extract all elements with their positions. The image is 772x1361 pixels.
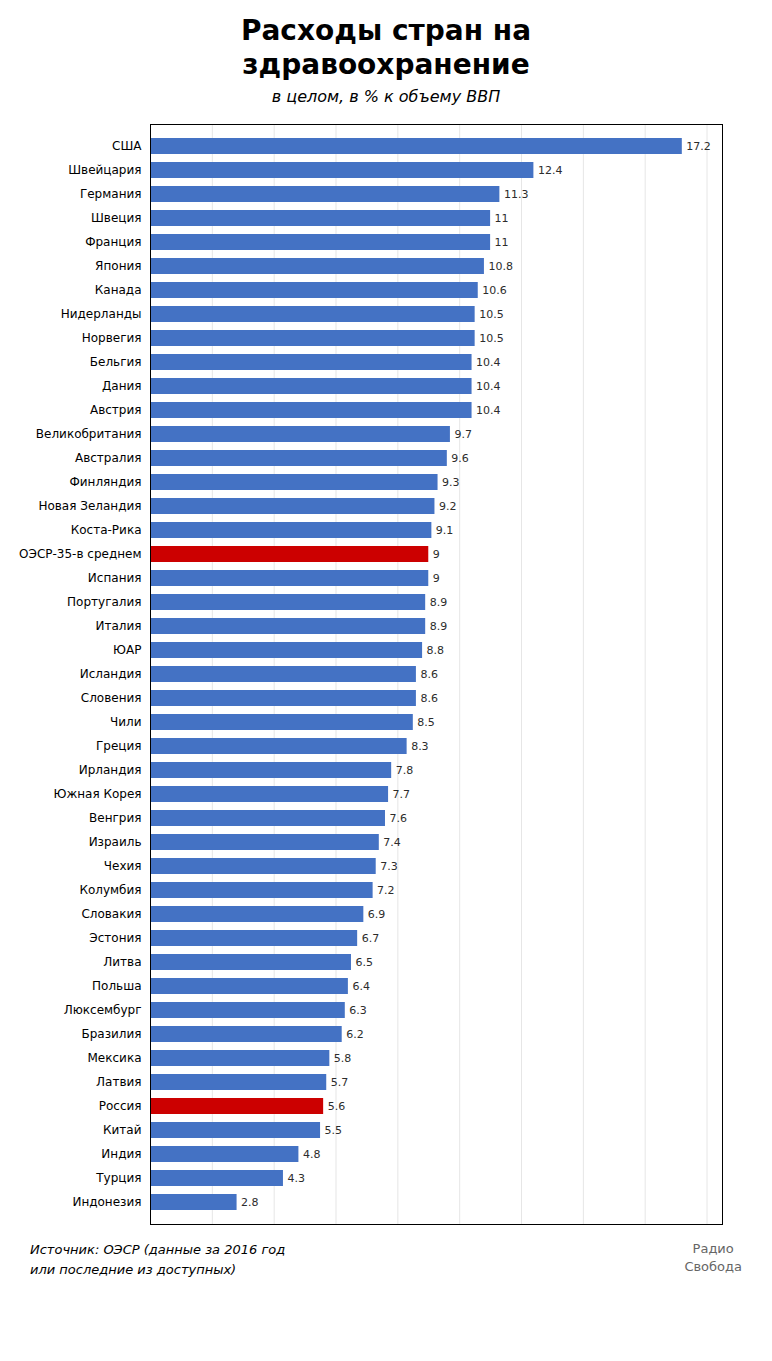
svg-text:4.3: 4.3 [287,1172,305,1185]
html-text:здравоохранение: здравоохранение [242,47,530,81]
svg-text:Польша: Польша [92,980,141,994]
svg-text:Нидерланды: Нидерланды [61,308,142,322]
svg-text:Германия: Германия [80,188,142,202]
svg-text:5.8: 5.8 [334,1052,352,1065]
svg-text:Латвия: Латвия [96,1076,141,1090]
svg-text:10.4: 10.4 [476,380,501,393]
svg-text:Мексика: Мексика [88,1052,142,1066]
svg-text:7.8: 7.8 [396,764,414,777]
svg-text:Литва: Литва [103,956,141,970]
svg-text:ОЭСР-35-в среднем: ОЭСР-35-в среднем [19,548,141,562]
svg-text:Индия: Индия [101,1148,141,1162]
svg-text:5.5: 5.5 [325,1124,343,1137]
svg-text:6.2: 6.2 [346,1028,364,1041]
svg-text:10.6: 10.6 [482,284,507,297]
svg-text:Греция: Греция [96,740,142,754]
svg-text:8.9: 8.9 [430,596,448,609]
svg-text:Чили: Чили [110,716,142,730]
svg-text:8.6: 8.6 [420,668,438,681]
svg-text:Япония: Япония [95,260,141,274]
svg-text:Россия: Россия [99,1100,142,1114]
svg-text:Канада: Канада [95,284,142,298]
html-text:Источник: ОЭСР (данные за 2016: Источник: ОЭСР (данные за 2016 год или п… [30,1242,286,1277]
svg-text:9.3: 9.3 [442,476,460,489]
svg-text:8.5: 8.5 [417,716,435,729]
svg-text:Новая Зеландия: Новая Зеландия [38,500,141,514]
svg-text:6.7: 6.7 [362,932,380,945]
svg-text:9: 9 [433,548,440,561]
svg-text:Испания: Испания [88,572,142,586]
svg-text:Люксембург: Люксембург [64,1004,142,1018]
svg-text:6.3: 6.3 [349,1004,367,1017]
svg-text:8.8: 8.8 [427,644,445,657]
svg-text:Швеция: Швеция [91,212,141,226]
svg-text:11: 11 [495,212,509,225]
svg-text:Великобритания: Великобритания [36,428,142,442]
svg-text:7.4: 7.4 [383,836,401,849]
svg-text:10.4: 10.4 [476,404,501,417]
svg-text:5.6: 5.6 [328,1100,346,1113]
svg-text:8.6: 8.6 [420,692,438,705]
svg-text:2.8: 2.8 [241,1196,259,1209]
svg-text:4.8: 4.8 [303,1148,321,1161]
svg-text:8.9: 8.9 [430,620,448,633]
svg-text:7.7: 7.7 [393,788,411,801]
svg-text:Израиль: Израиль [89,836,142,850]
svg-text:Словакия: Словакия [81,908,141,922]
svg-text:Португалия: Португалия [67,596,141,610]
svg-text:Исландия: Исландия [80,668,142,682]
svg-text:Словения: Словения [81,692,142,706]
svg-text:9.6: 9.6 [451,452,469,465]
svg-text:Норвегия: Норвегия [82,332,142,346]
svg-text:Венгрия: Венгрия [89,812,141,826]
svg-text:10.5: 10.5 [479,308,504,321]
svg-text:9.1: 9.1 [436,524,454,537]
svg-text:Дания: Дания [102,380,142,394]
svg-text:11: 11 [495,236,509,249]
svg-text:9.7: 9.7 [454,428,472,441]
svg-text:Китай: Китай [103,1124,141,1138]
svg-text:Колумбия: Колумбия [79,884,141,898]
html-text:Радио Свобода: Радио Свобода [684,1241,742,1275]
svg-text:Франция: Франция [85,236,141,250]
svg-text:6.4: 6.4 [352,980,370,993]
svg-text:Ирландия: Ирландия [79,764,142,778]
svg-text:Индонезия: Индонезия [72,1196,141,1210]
svg-text:Турция: Турция [95,1172,141,1186]
svg-text:Бельгия: Бельгия [90,356,142,370]
svg-text:9.2: 9.2 [439,500,457,513]
html-text:Расходы стран на: Расходы стран на [241,14,531,47]
svg-text:10.8: 10.8 [488,260,513,273]
svg-text:Австрия: Австрия [90,404,142,418]
svg-text:12.4: 12.4 [538,164,563,177]
svg-text:Италия: Италия [95,620,141,634]
svg-text:10.4: 10.4 [476,356,501,369]
svg-text:Австралия: Австралия [75,452,142,466]
svg-text:ЮАР: ЮАР [113,644,141,658]
svg-text:8.3: 8.3 [411,740,429,753]
svg-text:Швейцария: Швейцария [68,164,141,178]
svg-text:Чехия: Чехия [104,860,142,874]
svg-text:США: США [112,140,142,154]
svg-text:6.9: 6.9 [368,908,386,921]
svg-text:10.5: 10.5 [479,332,504,345]
svg-text:Бразилия: Бразилия [81,1028,141,1042]
svg-text:17.2: 17.2 [686,140,711,153]
svg-text:Финляндия: Финляндия [69,476,141,490]
svg-text:Южная Корея: Южная Корея [53,788,141,802]
svg-text:7.2: 7.2 [377,884,395,897]
svg-text:7.6: 7.6 [389,812,407,825]
svg-text:6.5: 6.5 [355,956,373,969]
svg-text:7.3: 7.3 [380,860,398,873]
svg-text:Коста-Рика: Коста-Рика [71,524,142,538]
svg-text:5.7: 5.7 [331,1076,349,1089]
svg-text:Эстония: Эстония [89,932,141,946]
svg-text:9: 9 [433,572,440,585]
html-text:в целом, в % к объему ВВП: в целом, в % к объему ВВП [271,87,501,107]
svg-text:11.3: 11.3 [504,188,529,201]
